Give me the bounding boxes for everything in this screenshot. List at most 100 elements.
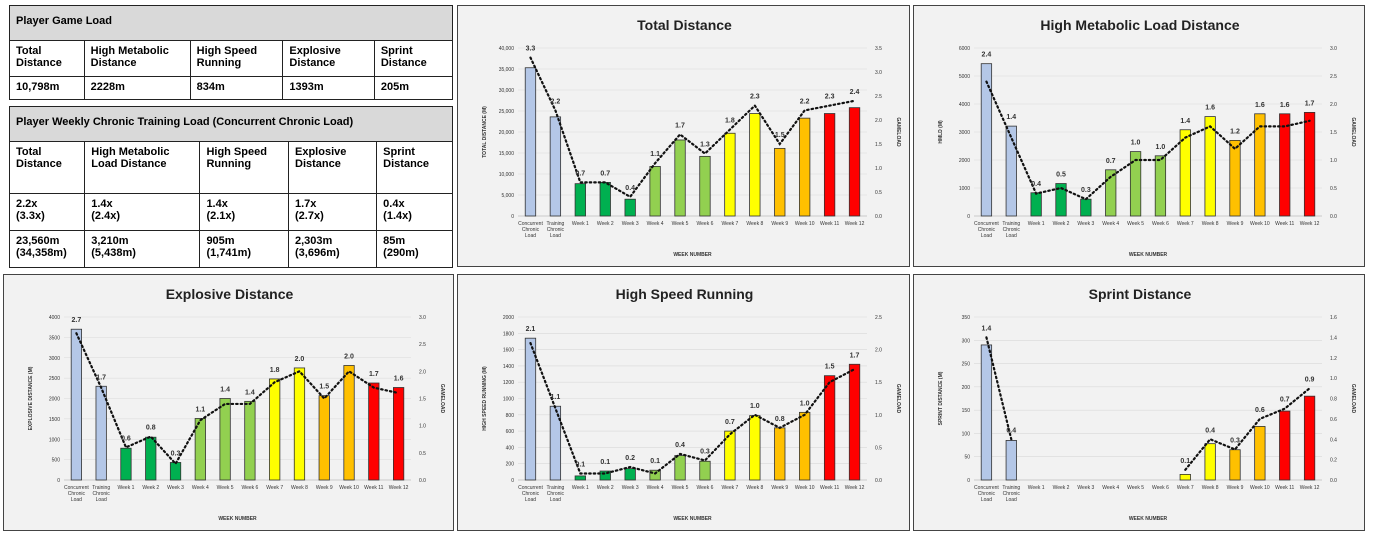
y2-tick-label: 3.5	[875, 46, 882, 52]
y-tick-label: 1600	[503, 348, 514, 354]
y2-tick-label: 0.5	[419, 451, 426, 457]
x-tick-label: Week 2	[597, 485, 614, 491]
x-tick-label: Training	[1002, 485, 1020, 491]
gameload-data-label: 0.7	[725, 419, 735, 426]
chart-panel-total-distance: Total Distance 0 5,000 10,000 15,000 20,000 25…	[457, 5, 910, 267]
table-header: Total Distance	[8, 140, 86, 194]
x-tick-label: Week 11	[364, 485, 383, 491]
bar	[599, 470, 611, 481]
y-tick-label: 5000	[959, 74, 970, 80]
bar	[980, 63, 993, 217]
y2-tick-label: 1.0	[875, 166, 882, 172]
gameload-data-label: 2.4	[850, 89, 860, 96]
bar	[1204, 116, 1216, 217]
y-tick-label: 300	[962, 338, 971, 344]
gameload-data-label: 0.4	[675, 442, 685, 449]
x-tick-label: Week 2	[142, 485, 159, 491]
y2-tick-label: 0.0	[1330, 214, 1337, 220]
gameload-data-label: 2.4	[982, 52, 992, 59]
gameload-data-label: 1.7	[850, 352, 860, 359]
bar	[1229, 449, 1241, 481]
bar	[1303, 395, 1316, 481]
gameload-data-label: 0.8	[775, 416, 785, 423]
table-cell: 23,560m (34,358m)	[8, 229, 86, 269]
y-tick-label: 500	[52, 458, 61, 464]
bar	[980, 344, 993, 481]
y2-axis-title: GAMELOAD	[1350, 117, 1356, 147]
bar	[120, 447, 132, 481]
bar	[848, 363, 861, 481]
x-tick-label: Chronic	[1003, 227, 1021, 233]
y2-tick-label: 2.0	[875, 118, 882, 124]
game-load-title: Player Game Load	[9, 5, 453, 41]
chronic-load-table: Player Weekly Chronic Training Load (Con…	[8, 106, 453, 269]
bar	[1030, 192, 1042, 217]
gameload-data-label: 1.4	[245, 389, 255, 396]
y-tick-label: 15,000	[499, 151, 515, 157]
bar	[549, 116, 562, 217]
gameload-data-label: 0.3	[1230, 437, 1240, 444]
gameload-line	[529, 56, 856, 199]
y2-tick-label: 2.5	[1330, 74, 1337, 80]
gameload-data-label: 1.7	[369, 371, 379, 378]
table-cell: 10,798m	[9, 75, 85, 101]
y2-tick-label: 2.5	[875, 315, 882, 321]
x-tick-label: Week 5	[1127, 485, 1144, 491]
y2-tick-label: 1.0	[1330, 376, 1337, 382]
y-tick-label: 4000	[959, 102, 970, 108]
table-cell: 205m	[373, 75, 454, 101]
bar	[70, 328, 82, 481]
y2-tick-label: 3.0	[875, 70, 882, 76]
x-tick-label: Week 9	[316, 485, 333, 491]
bar	[368, 382, 380, 481]
x-tick-label: Concurrent	[518, 485, 543, 491]
bar	[724, 430, 736, 481]
bar	[1279, 410, 1291, 481]
x-tick-label: Week 7	[1177, 485, 1194, 491]
x-tick-label: Week 10	[795, 221, 815, 227]
x-tick-label: Chronic	[522, 227, 540, 233]
x-tick-label: Concurrent	[974, 221, 999, 227]
x-tick-label: Chronic	[978, 227, 996, 233]
gameload-data-label: 1.4	[220, 387, 230, 394]
bar	[848, 107, 861, 217]
y-tick-label: 600	[506, 429, 515, 435]
chart-title: Total Distance	[637, 17, 732, 33]
y2-tick-label: 2.0	[419, 369, 426, 375]
y-tick-label: 1400	[503, 364, 514, 370]
y-tick-label: 0	[57, 478, 60, 484]
x-tick-label: Week 8	[291, 485, 308, 491]
x-tick-label: Load	[981, 497, 992, 503]
bar	[1279, 113, 1291, 217]
y-tick-label: 800	[506, 413, 515, 419]
table-header: High Speed Running	[189, 39, 284, 77]
bar	[1005, 440, 1017, 481]
y-tick-label: 100	[962, 431, 971, 437]
gameload-data-label: 1.6	[394, 375, 404, 382]
y2-tick-label: 0.5	[1330, 186, 1337, 192]
table-header: High Metabolic Load Distance	[84, 140, 201, 194]
bar	[624, 468, 636, 481]
y-tick-label: 20,000	[499, 130, 515, 136]
chart-panel-explosive-distance: Explosive Distance 0 500 1000 1500 2000 2500 30…	[3, 274, 454, 531]
x-tick-label: Load	[71, 497, 82, 503]
gameload-data-label: 1.0	[800, 400, 810, 407]
x-tick-label: Week 5	[672, 221, 689, 227]
gameload-data-label: 0.1	[1180, 458, 1190, 465]
y2-tick-label: 1.5	[1330, 130, 1337, 136]
x-tick-label: Load	[981, 233, 992, 239]
gameload-data-label: 1.4	[1006, 114, 1016, 121]
bar	[774, 427, 786, 481]
x-tick-label: Week 6	[1152, 221, 1169, 227]
x-tick-label: Week 10	[795, 485, 815, 491]
x-tick-label: Chronic	[1003, 491, 1021, 497]
x-tick-label: Week 5	[672, 485, 689, 491]
x-tick-label: Week 3	[1077, 485, 1094, 491]
chart-title: High Metabolic Load Distance	[1040, 17, 1239, 33]
y2-tick-label: 0.0	[419, 478, 426, 484]
y-tick-label: 30,000	[499, 88, 515, 94]
y2-axis-title: GAMELOAD	[895, 384, 901, 414]
gameload-data-label: 1.7	[675, 122, 685, 129]
x-tick-label: Week 6	[697, 485, 714, 491]
x-tick-label: Week 8	[1202, 221, 1219, 227]
